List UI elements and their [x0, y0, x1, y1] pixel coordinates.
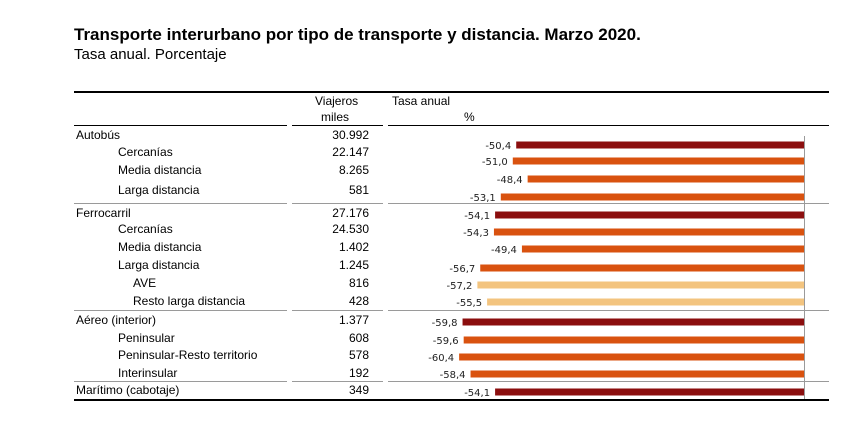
row-label: Ferrocarril [76, 206, 131, 220]
header-tasa-anual: Tasa anual [392, 94, 451, 108]
row-label: Aéreo (interior) [76, 313, 157, 327]
header-percent: % [464, 110, 475, 124]
row-viajeros-value: 428 [348, 294, 369, 308]
row-label: Larga distancia [118, 183, 200, 197]
row-label: Autobús [76, 128, 121, 142]
bar [493, 228, 804, 236]
section-separator [74, 381, 287, 382]
bar-data-label: -54,1 [464, 211, 490, 222]
table-top-rule [74, 91, 829, 93]
bar-data-label: -53,1 [470, 193, 496, 204]
bar [477, 281, 804, 289]
row-label: AVE [133, 276, 157, 290]
row-label: Peninsular-Resto territorio [118, 348, 258, 362]
row-viajeros-value: 1.402 [338, 240, 369, 254]
section-separator [388, 203, 829, 204]
bar [495, 211, 804, 219]
row-label: Media distancia [118, 240, 202, 254]
bar [512, 157, 804, 165]
bar [500, 193, 804, 201]
bar-data-label: -49,4 [491, 245, 517, 256]
bar-data-label: -59,8 [432, 318, 458, 329]
row-viajeros-value: 349 [348, 383, 369, 397]
section-separator [388, 310, 829, 311]
row-viajeros-value: 578 [348, 348, 369, 362]
header-viajeros: Viajeros [315, 94, 359, 108]
row-viajeros-value: 27.176 [332, 206, 369, 220]
row-label: Peninsular [118, 331, 175, 345]
bar [487, 298, 804, 306]
row-label: Cercanías [118, 222, 173, 236]
section-separator [292, 310, 383, 311]
bar-data-label: -54,3 [463, 228, 489, 239]
bar-data-label: -58,4 [440, 370, 466, 381]
row-viajeros-value: 1.245 [338, 258, 369, 272]
row-viajeros-value: 816 [348, 276, 369, 290]
section-separator [74, 310, 287, 311]
bar [516, 141, 804, 149]
bar-data-label: -59,6 [433, 336, 459, 347]
row-viajeros-value: 24.530 [332, 222, 369, 236]
row-viajeros-value: 608 [348, 331, 369, 345]
row-label: Resto larga distancia [133, 294, 246, 308]
bar [495, 388, 804, 396]
row-label: Media distancia [118, 163, 202, 177]
table-bottom-rule [74, 399, 829, 401]
section-separator [292, 381, 383, 382]
bar-data-label: -55,5 [456, 298, 482, 309]
row-viajeros-value: 1.377 [338, 313, 369, 327]
bar-data-label: -54,1 [464, 388, 490, 399]
bar-data-label: -56,7 [449, 264, 475, 275]
row-label: Interinsular [118, 366, 178, 380]
bar-data-label: -51,0 [482, 157, 508, 168]
header-miles: miles [321, 110, 350, 124]
section-separator [292, 203, 383, 204]
bar-data-label: -60,4 [428, 353, 454, 364]
bar-data-label: -48,4 [497, 175, 523, 186]
row-viajeros-value: 22.147 [332, 145, 369, 159]
bar [480, 264, 804, 272]
row-label: Larga distancia [118, 258, 200, 272]
bar-data-label: -57,2 [447, 281, 473, 292]
bar [470, 370, 804, 378]
header-bottom-rule-col1 [74, 125, 287, 126]
bar [462, 318, 804, 326]
chart-title: Transporte interurbano por tipo de trans… [74, 25, 641, 44]
row-viajeros-value: 581 [348, 183, 369, 197]
row-viajeros-value: 30.992 [332, 128, 369, 142]
header-bottom-rule-col3 [388, 125, 829, 126]
bar [459, 353, 804, 361]
section-separator [74, 203, 287, 204]
row-label: Marítimo (cabotaje) [76, 383, 180, 397]
section-separator [388, 381, 829, 382]
row-viajeros-value: 192 [348, 366, 369, 380]
header-bottom-rule-col2 [292, 125, 383, 126]
bar [463, 336, 804, 344]
row-viajeros-value: 8.265 [338, 163, 369, 177]
bar [527, 175, 804, 183]
bar [521, 245, 804, 253]
bar-data-label: -50,4 [485, 141, 511, 152]
row-label: Cercanías [118, 145, 173, 159]
chart-subtitle: Tasa anual. Porcentaje [74, 46, 227, 63]
